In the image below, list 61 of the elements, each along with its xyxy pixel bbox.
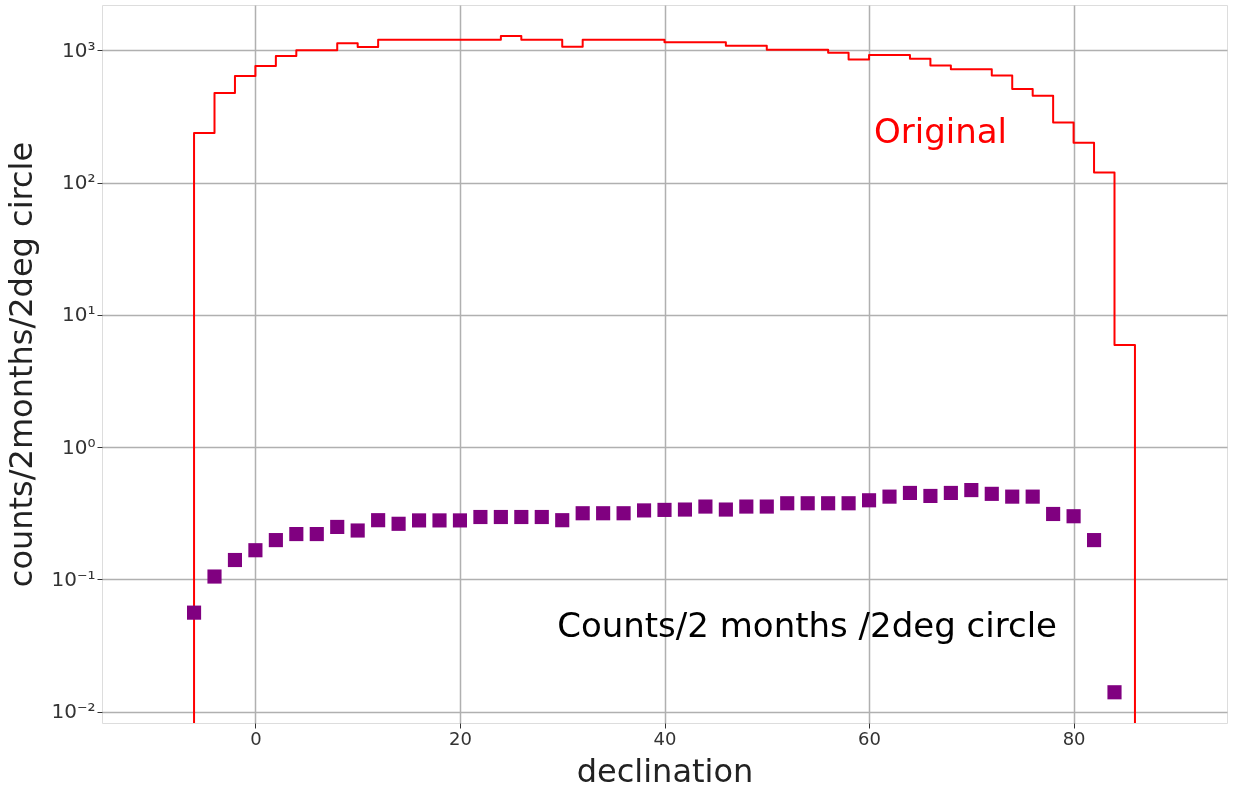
point	[432, 513, 447, 528]
point	[616, 506, 631, 521]
point	[575, 506, 590, 521]
x-tick-label: 0	[250, 727, 262, 749]
point	[309, 526, 324, 542]
y-tick-label: 10¹	[62, 302, 96, 327]
point	[371, 513, 386, 528]
point	[1005, 489, 1020, 504]
point	[350, 523, 365, 538]
point	[555, 513, 570, 528]
point	[964, 483, 979, 498]
point	[452, 513, 468, 528]
x-tick-label: 20	[449, 727, 472, 749]
point	[1066, 509, 1081, 524]
point	[330, 519, 345, 535]
x-axis-title: declination	[576, 751, 754, 790]
point	[411, 513, 427, 528]
x-tick-label: 80	[1062, 727, 1086, 749]
y-tick-label: 10²	[62, 170, 96, 195]
point	[596, 506, 611, 521]
point	[289, 526, 304, 542]
point	[923, 488, 938, 504]
y-tick-label: 10⁰	[62, 434, 96, 459]
point	[943, 485, 958, 501]
point	[698, 499, 713, 514]
point	[207, 569, 222, 584]
point	[493, 509, 508, 525]
y-tick-label: 10³	[62, 37, 96, 62]
series-label: Counts/2 months /2deg circle	[557, 605, 1057, 645]
point	[473, 509, 488, 525]
y-tick-label: 10⁻²	[51, 699, 96, 724]
point	[186, 605, 202, 620]
point	[861, 493, 877, 508]
point	[677, 502, 693, 517]
point	[1107, 685, 1122, 700]
point	[759, 499, 774, 514]
point	[984, 486, 999, 501]
point	[636, 503, 652, 518]
point	[902, 485, 918, 501]
series-label: Original	[873, 111, 1007, 151]
point	[268, 533, 283, 548]
point	[718, 502, 733, 517]
point	[248, 543, 263, 558]
point	[1046, 506, 1061, 522]
point	[780, 496, 795, 511]
y-axis-title: counts/2months/2deg circle	[2, 141, 41, 588]
point	[739, 499, 754, 514]
point	[514, 509, 529, 525]
point	[800, 496, 815, 511]
y-tick-label: 10⁻¹	[51, 566, 96, 591]
point	[534, 509, 549, 525]
point	[841, 496, 856, 511]
point	[1086, 533, 1102, 548]
point	[1025, 489, 1040, 504]
point	[882, 489, 897, 504]
point	[821, 496, 836, 511]
point	[657, 502, 672, 517]
point	[391, 516, 406, 531]
x-tick-label: 40	[653, 727, 677, 749]
point	[227, 552, 243, 568]
x-tick-label: 60	[858, 727, 881, 749]
